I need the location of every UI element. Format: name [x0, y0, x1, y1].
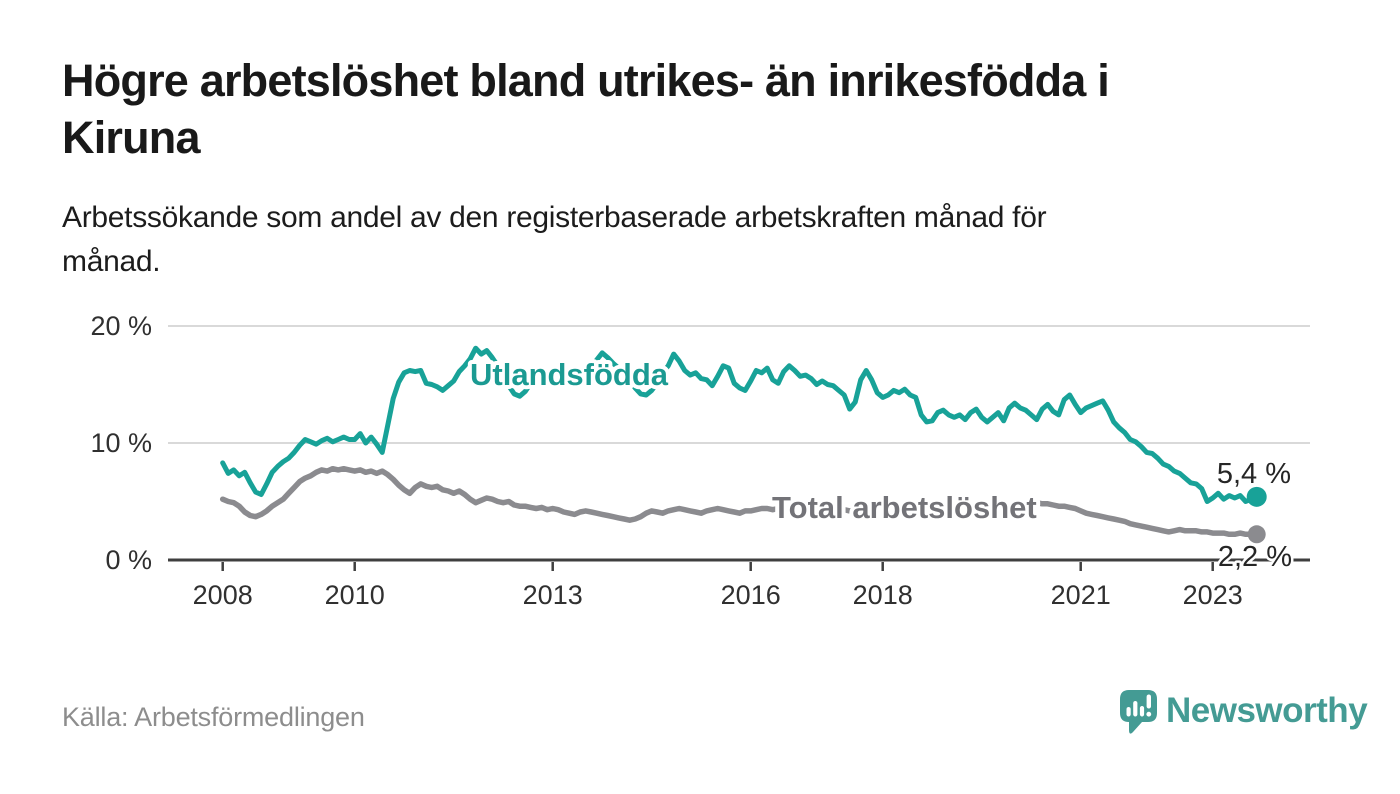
- x-tick-label-2008: 2008: [193, 580, 253, 610]
- x-tick-label-2018: 2018: [853, 580, 913, 610]
- chart-subtitle: Arbetssökande som andel av den registerb…: [62, 196, 1352, 284]
- subtitle-line-2: månad.: [62, 245, 161, 278]
- source-note: Källa: Arbetsförmedlingen: [62, 702, 365, 732]
- series-line-utlandsfodda: [220, 345, 1260, 504]
- end-value-label-utlandsfodda: 5,4 %: [1217, 458, 1291, 490]
- title-line-1: Högre arbetslöshet bland utrikes- än inr…: [62, 55, 1110, 106]
- x-tick-label-2010: 2010: [325, 580, 385, 610]
- x-tick-label-2016: 2016: [721, 580, 781, 610]
- end-value-label-total: 2,2 %: [1218, 541, 1292, 573]
- series-line-total: [219, 465, 1260, 538]
- logo-bar-chart-icon: [1126, 694, 1152, 717]
- y-tick-label-20: 20 %: [90, 311, 152, 341]
- x-tick-label-2023: 2023: [1183, 580, 1243, 610]
- y-tick-label-10: 10 %: [90, 428, 152, 458]
- subtitle-line-1: Arbetssökande som andel av den registerb…: [62, 201, 1047, 234]
- series-label-total: Total arbetslöshet: [772, 490, 1037, 525]
- x-tick-label-2013: 2013: [523, 580, 583, 610]
- series-label-utlandsfodda: Utlandsfödda: [470, 357, 669, 392]
- page-title: Högre arbetslöshet bland utrikes- än inr…: [62, 52, 1352, 166]
- series-end-dot-total: [1247, 525, 1266, 544]
- title-line-2: Kiruna: [62, 112, 201, 163]
- x-tick-label-2021: 2021: [1051, 580, 1111, 610]
- series-end-dot-utlandsfodda: [1246, 486, 1267, 507]
- brand-name: Newsworthy: [1166, 691, 1368, 730]
- speech-bubble-shape: [1120, 690, 1157, 734]
- y-tick-label-0: 0 %: [105, 545, 152, 575]
